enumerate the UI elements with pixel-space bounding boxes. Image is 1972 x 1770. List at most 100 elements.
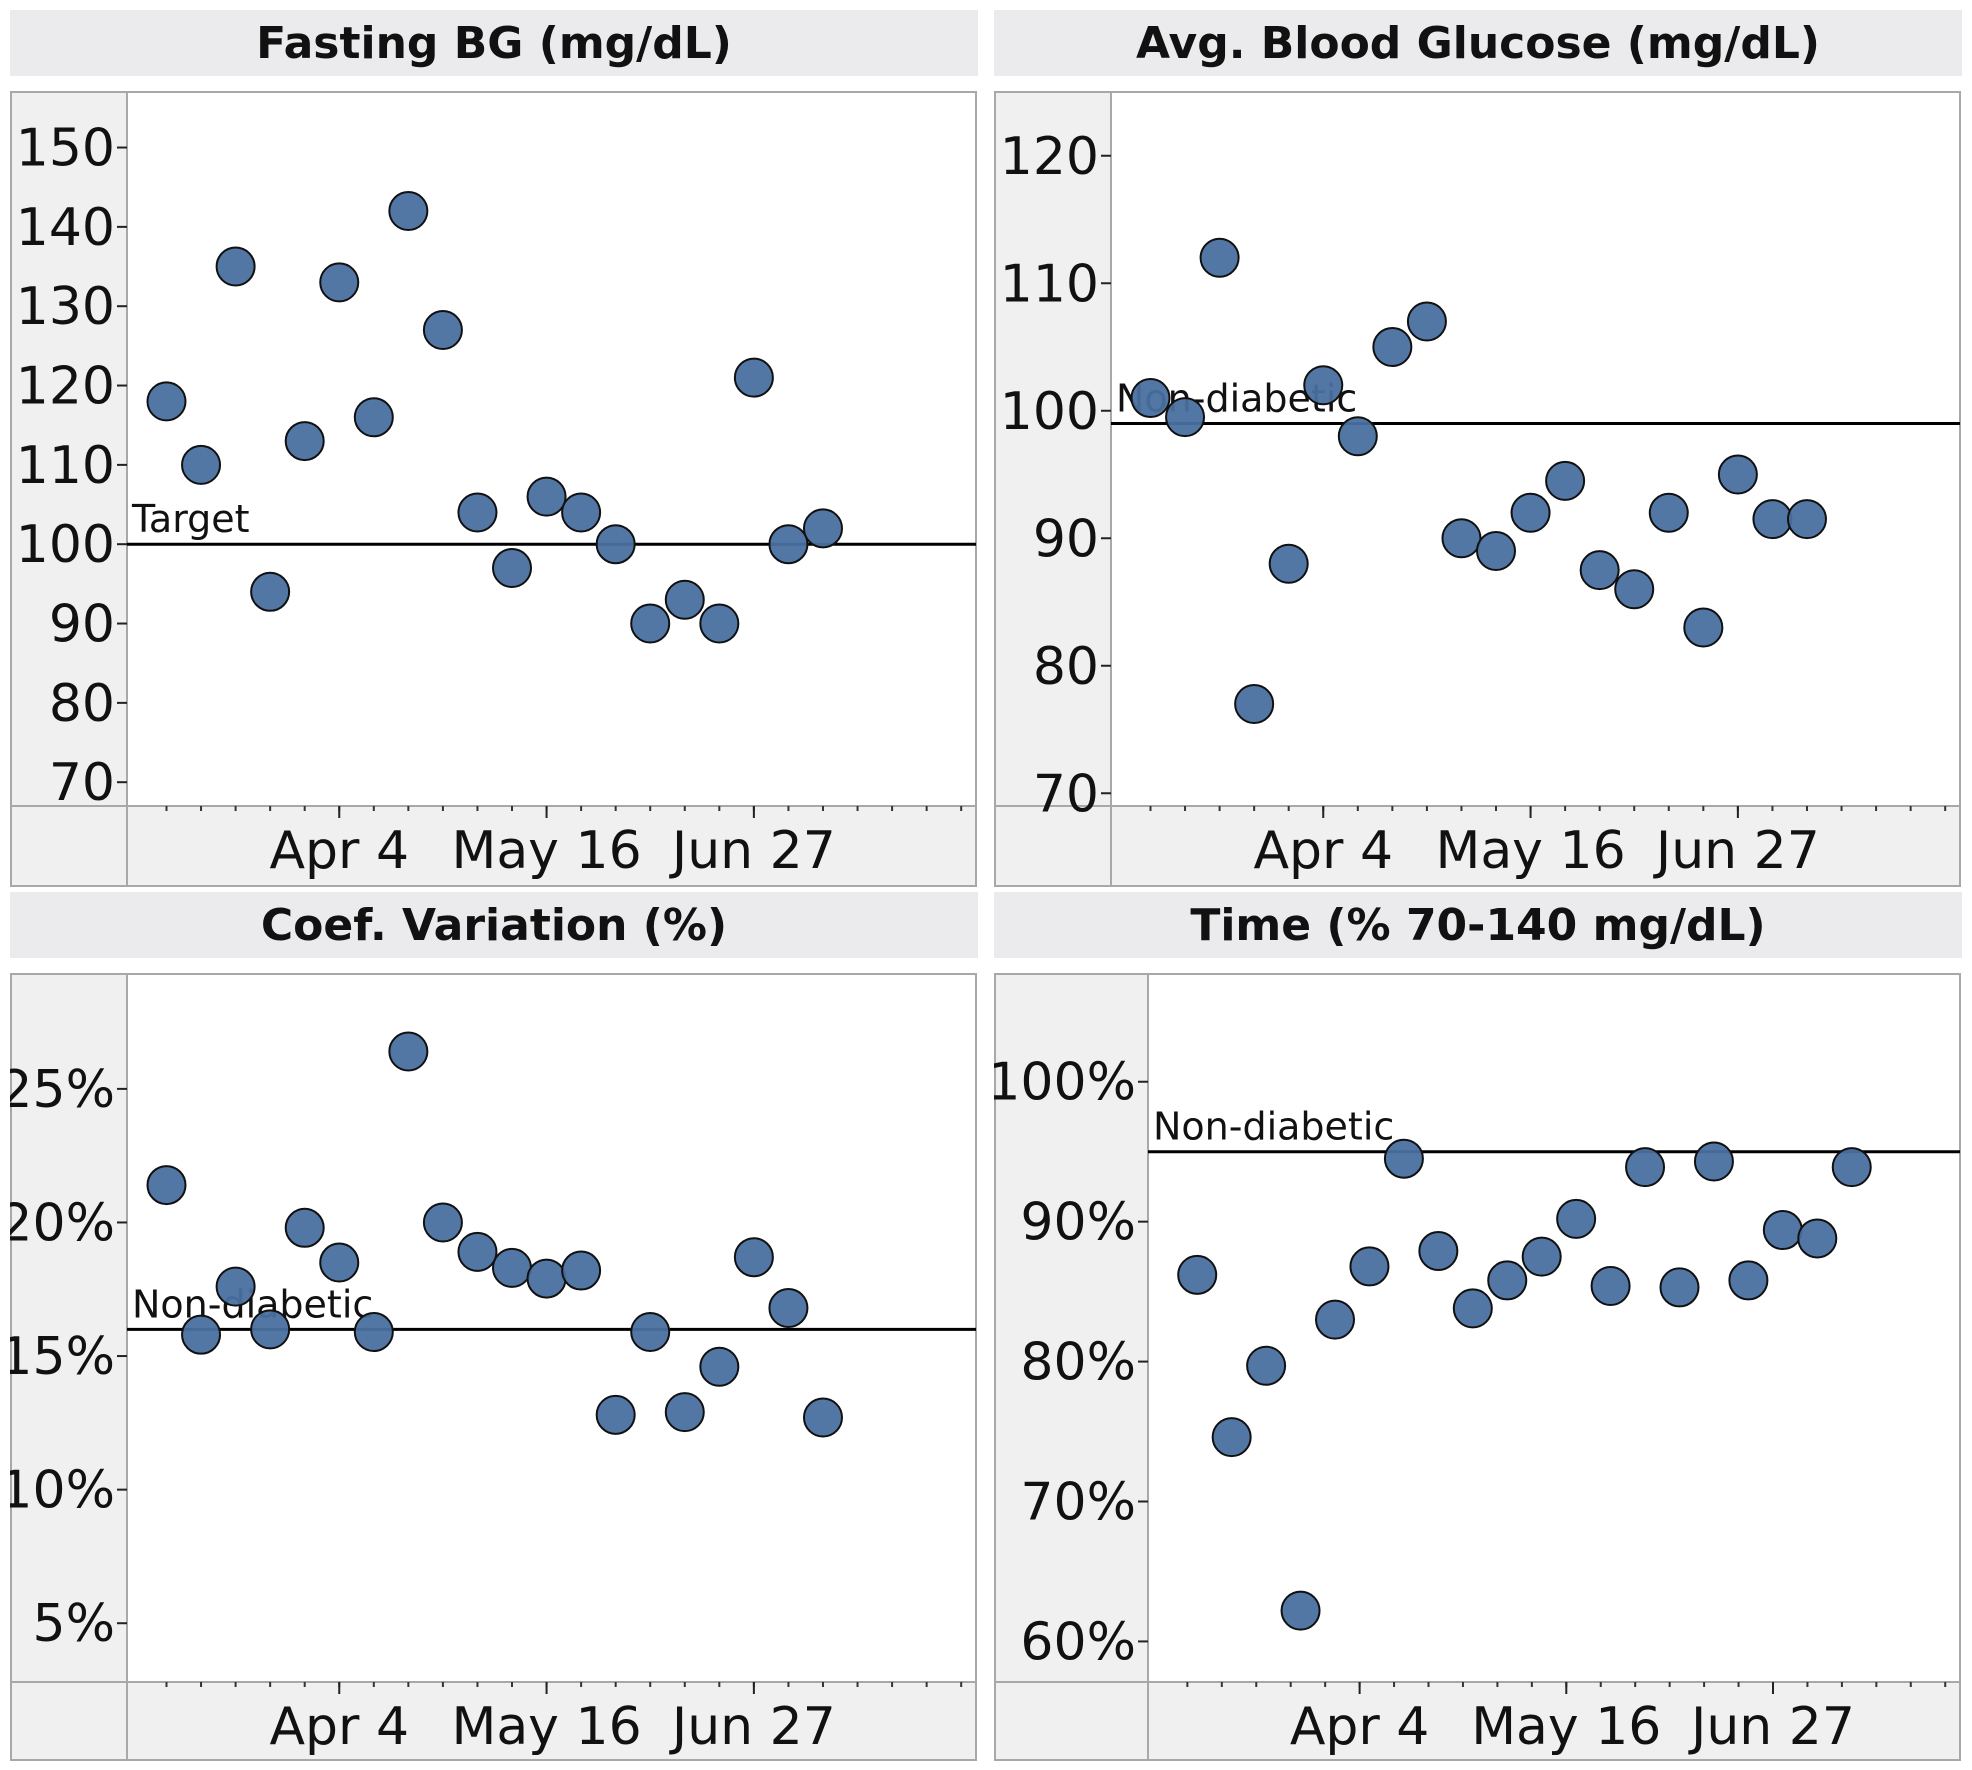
y-tick-label: 5% — [33, 1594, 116, 1654]
panel-title: Coef. Variation (%) — [10, 892, 978, 958]
x-tick-label: Jun 27 — [1688, 1697, 1855, 1757]
data-point — [1280, 1590, 1321, 1631]
data-point — [1372, 327, 1413, 367]
data-point — [388, 191, 429, 231]
data-point — [1786, 499, 1827, 540]
data-point — [1510, 492, 1551, 533]
data-point — [388, 1031, 429, 1072]
x-tick-label: May 16 — [451, 821, 641, 881]
reference-line-label: Non-diabetic — [1153, 1105, 1394, 1149]
frame — [994, 973, 1961, 1761]
data-point — [733, 357, 774, 398]
data-point — [284, 421, 325, 462]
panel-title: Fasting BG (mg/dL) — [10, 10, 978, 76]
data-point — [146, 1165, 187, 1206]
data-point — [1199, 237, 1240, 278]
data-point — [1762, 1210, 1803, 1251]
data-point — [1717, 454, 1758, 495]
y-tick-label: 100 — [1000, 382, 1099, 442]
scatter-chart: 60% 70% 80% 90% 100% Apr 4 May 16 Jun 27 Non-dia… — [994, 973, 1961, 1761]
x-tick-label: May 16 — [1435, 821, 1625, 881]
data-point — [1406, 301, 1447, 342]
data-point — [664, 1392, 705, 1433]
axis-corner — [994, 805, 1112, 887]
data-point — [1487, 1260, 1528, 1301]
data-point — [1683, 607, 1724, 648]
plot-area — [127, 92, 976, 806]
data-point — [319, 262, 360, 303]
data-point — [1556, 1198, 1597, 1239]
data-point — [492, 548, 533, 588]
x-tick-label: May 16 — [451, 1697, 641, 1757]
y-axis-area — [994, 974, 1148, 1682]
data-point — [1614, 569, 1655, 610]
y-tick-label: 130 — [16, 277, 115, 337]
y-tick-label: 100 — [16, 515, 115, 575]
frame — [10, 91, 977, 887]
data-point — [1728, 1260, 1769, 1301]
data-point — [1659, 1267, 1700, 1308]
panel-title: Avg. Blood Glucose (mg/dL) — [994, 10, 1962, 76]
y-axis-area — [10, 92, 127, 806]
data-point — [457, 492, 498, 533]
y-tick-label: 110 — [16, 436, 115, 496]
y-tick-label: 110 — [1000, 254, 1099, 314]
data-point — [1831, 1147, 1872, 1188]
x-axis-area — [127, 1682, 976, 1760]
data-point — [802, 1397, 843, 1438]
data-point — [1349, 1246, 1390, 1287]
data-point — [1246, 1345, 1287, 1386]
data-point — [1211, 1417, 1252, 1458]
data-point — [1521, 1236, 1562, 1277]
data-point — [1648, 492, 1689, 533]
data-point — [699, 1346, 740, 1387]
x-tick-label: Jun 27 — [1653, 821, 1820, 881]
panel-time-in-range: Time (% 70-140 mg/dL) 60% 70% 80% 90% 100% Ap… — [994, 892, 1962, 1761]
data-point — [1693, 1141, 1734, 1182]
data-point — [250, 571, 291, 612]
data-point — [561, 492, 602, 533]
x-tick-label: Apr 4 — [1290, 1697, 1430, 1757]
data-point — [630, 603, 671, 644]
data-point — [1234, 684, 1275, 724]
data-point — [768, 524, 809, 565]
axis-corner — [994, 1681, 1149, 1761]
data-point — [526, 476, 567, 517]
x-tick-label: Apr 4 — [1253, 821, 1393, 881]
data-point — [561, 1250, 602, 1291]
data-point — [1625, 1147, 1666, 1188]
y-tick-label: 100% — [994, 1053, 1136, 1113]
x-axis-area — [1111, 806, 1960, 886]
y-tick-label: 80% — [1020, 1333, 1136, 1393]
data-point — [1383, 1138, 1424, 1179]
y-tick-label: 15% — [10, 1327, 115, 1387]
x-tick-label: Jun 27 — [669, 1697, 836, 1757]
data-point — [526, 1258, 567, 1299]
y-axis-area — [994, 92, 1111, 806]
data-point — [1441, 518, 1482, 559]
data-point — [1418, 1231, 1459, 1272]
data-point — [1337, 416, 1378, 457]
y-tick-label: 120 — [16, 357, 115, 417]
reference-line-label: Target — [131, 497, 250, 541]
data-point — [630, 1312, 671, 1353]
data-point — [215, 246, 256, 287]
data-point — [1579, 550, 1620, 591]
frame — [10, 973, 977, 1761]
panel-coef-variation: Coef. Variation (%) 5% 10% 15% 20% 25% Apr 4 M… — [10, 892, 978, 1761]
panel-avg-blood-glucose: Avg. Blood Glucose (mg/dL) 70 80 90 100 110 1… — [994, 10, 1962, 887]
data-point — [699, 603, 740, 644]
data-point — [1268, 543, 1309, 584]
data-point — [733, 1237, 774, 1278]
data-point — [1315, 1299, 1356, 1340]
y-tick-label: 70 — [49, 753, 115, 813]
data-point — [353, 397, 394, 438]
data-point — [319, 1242, 360, 1283]
data-point — [215, 1266, 256, 1307]
plot-area — [1148, 974, 1960, 1682]
data-point — [492, 1247, 533, 1288]
y-axis-area — [10, 974, 127, 1682]
y-tick-label: 120 — [1000, 127, 1099, 187]
x-tick-label: Jun 27 — [669, 821, 836, 881]
data-point — [768, 1287, 809, 1328]
